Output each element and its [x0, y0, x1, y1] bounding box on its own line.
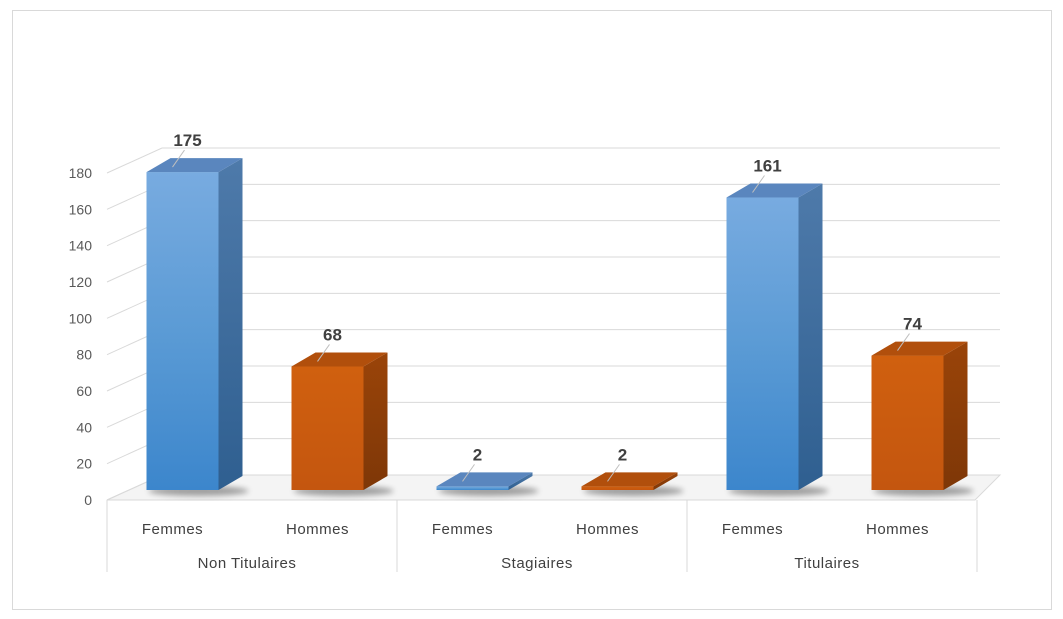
- bar-side-hommes-2: [943, 341, 968, 490]
- bar-side-femmes-2: [798, 183, 823, 490]
- y-tick-label: 80: [76, 347, 92, 363]
- bar-side-hommes-0: [363, 352, 388, 490]
- x-group-label: Titulaires: [794, 555, 859, 572]
- x-group-label: Stagiaires: [501, 555, 573, 572]
- gridline: [106, 147, 1000, 174]
- bar-femmes-2: [726, 197, 799, 490]
- leader-line: [172, 149, 185, 168]
- data-labels: 175 68 2 2 161 74: [172, 131, 922, 482]
- y-tick-label: 20: [76, 456, 92, 472]
- leader-line: [897, 333, 910, 351]
- data-label: 2: [618, 445, 627, 464]
- x-subcategory-label: Femmes: [432, 521, 493, 538]
- leader-line: [317, 344, 330, 362]
- bar-hommes-0: [291, 366, 364, 490]
- bar-side-hommes-1: [653, 472, 678, 490]
- x-subcategory-label: Hommes: [866, 521, 929, 538]
- x-subcategory-label: Femmes: [722, 521, 783, 538]
- leader-line: [607, 464, 620, 482]
- bar-top-hommes-1: [581, 472, 678, 487]
- y-tick-label: 100: [69, 310, 93, 326]
- y-tick-label: 140: [69, 238, 93, 254]
- data-label: 175: [173, 131, 201, 150]
- floor: [106, 474, 1002, 501]
- bar-femmes-1: [436, 486, 509, 490]
- y-tick-label: 0: [84, 492, 92, 508]
- y-tick-label: 40: [76, 419, 92, 435]
- y-tick-label: 120: [69, 274, 93, 290]
- bar-hommes-2: [871, 355, 944, 490]
- bar-side-femmes-1: [508, 472, 533, 490]
- y-tick-label: 160: [69, 201, 93, 217]
- bar-hommes-1: [581, 486, 654, 490]
- bar-top-hommes-0: [291, 352, 388, 367]
- x-subcategory-label: Hommes: [576, 521, 639, 538]
- leader-line: [752, 175, 765, 193]
- y-tick-label: 60: [76, 383, 92, 399]
- x-group-label: Non Titulaires: [198, 555, 297, 572]
- y-axis: 0 20 40 60 80 100 120 140 160 180: [69, 165, 93, 508]
- data-label: 2: [473, 445, 482, 464]
- bar-top-femmes-0: [146, 158, 243, 173]
- bar-top-femmes-1: [436, 472, 533, 487]
- bar-side-femmes-0: [218, 158, 243, 491]
- bar-top-femmes-2: [726, 183, 823, 198]
- data-label: 68: [323, 325, 342, 344]
- leader-line: [462, 464, 475, 482]
- data-label: 74: [903, 315, 922, 334]
- bar-femmes-0: [146, 172, 219, 491]
- chart-area: [12, 10, 1052, 610]
- y-tick-label: 180: [69, 165, 93, 181]
- bar-top-hommes-2: [871, 341, 968, 356]
- x-subcategory-label: Femmes: [142, 521, 203, 538]
- x-subcategory-label: Hommes: [286, 521, 349, 538]
- bars: [146, 158, 974, 496]
- data-label: 161: [753, 157, 781, 176]
